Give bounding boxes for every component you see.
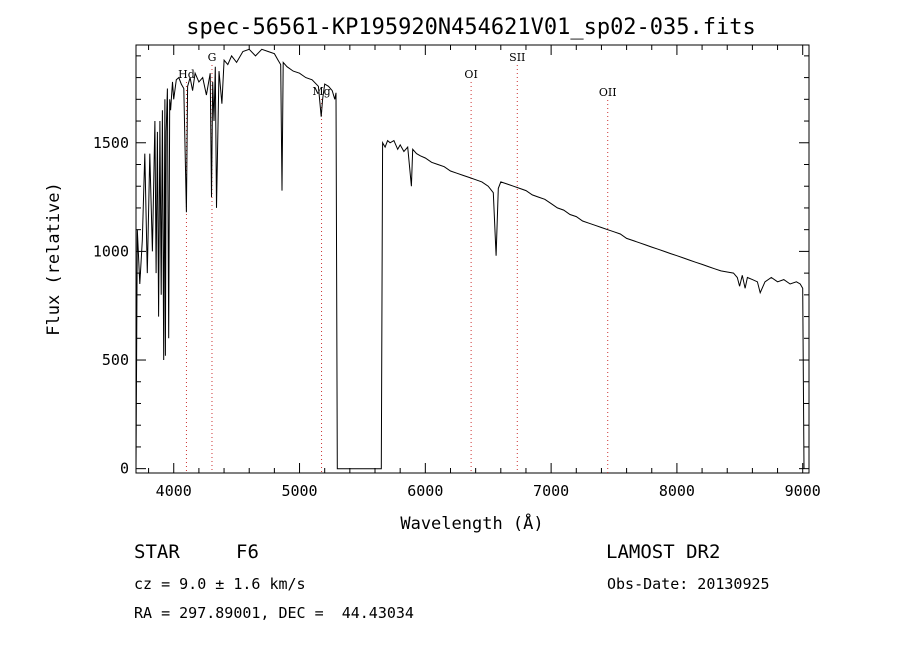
line-label-g: G: [208, 51, 217, 64]
chart-title: spec-56561-KP195920N454621V01_sp02-035.f…: [186, 15, 756, 40]
x-tick-label: 7000: [533, 482, 569, 500]
y-tick-label: 500: [102, 351, 129, 369]
x-tick-label: 9000: [785, 482, 821, 500]
line-label-sii: SII: [509, 51, 525, 64]
x-tick-label: 6000: [407, 482, 443, 500]
plot-frame: [135, 44, 810, 474]
x-tick-label: 5000: [281, 482, 317, 500]
y-tick-label: 1000: [93, 242, 129, 260]
spectrum-line: [135, 48, 805, 470]
x-tick-label: 4000: [156, 482, 192, 500]
obs-date: Obs-Date: 20130925: [607, 575, 770, 593]
line-label-hd: Hd: [178, 68, 195, 81]
line-label-oii: OII: [599, 86, 617, 99]
x-axis-label: Wavelength (Å): [400, 512, 543, 534]
x-tick-label: 8000: [659, 482, 695, 500]
survey-label: LAMOST DR2: [606, 541, 721, 563]
redshift-info: cz = 9.0 ± 1.6 km/s: [134, 575, 306, 593]
object-class: STAR: [134, 541, 180, 563]
y-tick-label: 0: [120, 460, 129, 478]
y-axis-label: Flux (relative): [44, 182, 64, 336]
spectrum-chart: spec-56561-KP195920N454621V01_sp02-035.f…: [44, 15, 821, 534]
object-subclass: F6: [236, 541, 259, 563]
y-tick-label: 1500: [93, 134, 129, 152]
coordinates: RA = 297.89001, DEC = 44.43034: [134, 604, 414, 622]
line-label-oi: OI: [464, 68, 477, 81]
line-label-mg: Mg: [312, 85, 330, 98]
